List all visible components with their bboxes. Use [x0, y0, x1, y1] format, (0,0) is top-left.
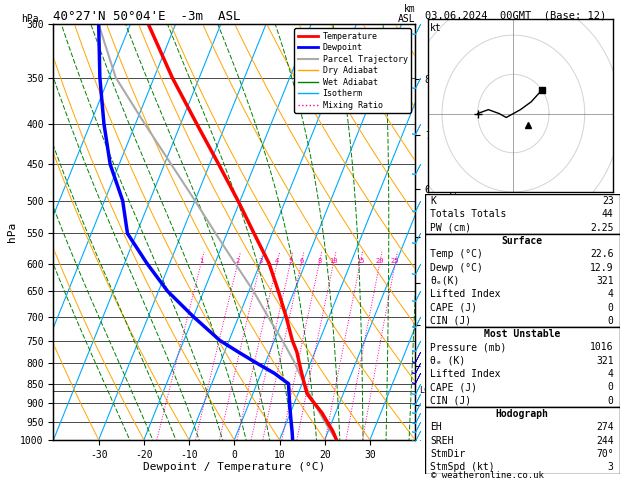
- Text: 5: 5: [288, 258, 292, 263]
- Text: 44: 44: [602, 209, 614, 219]
- Text: 1: 1: [199, 258, 203, 263]
- Text: 12.9: 12.9: [590, 262, 614, 273]
- Text: 2.25: 2.25: [590, 223, 614, 233]
- Bar: [425, 194, 620, 234]
- Text: 22.6: 22.6: [590, 249, 614, 260]
- Text: 40°27'N 50°04'E  -3m  ASL: 40°27'N 50°04'E -3m ASL: [53, 10, 241, 23]
- Text: CAPE (J): CAPE (J): [430, 302, 477, 312]
- Text: 20: 20: [376, 258, 384, 263]
- Text: 3: 3: [259, 258, 262, 263]
- Text: StmDir: StmDir: [430, 449, 465, 459]
- Text: Lifted Index: Lifted Index: [430, 289, 501, 299]
- Text: 15: 15: [356, 258, 364, 263]
- Text: EH: EH: [430, 422, 442, 432]
- Text: 23: 23: [602, 196, 614, 206]
- Bar: [425, 234, 620, 328]
- Text: 4: 4: [608, 289, 614, 299]
- Text: 321: 321: [596, 356, 614, 366]
- Text: kt: kt: [430, 23, 442, 34]
- Text: 8: 8: [317, 258, 321, 263]
- Text: Surface: Surface: [501, 236, 543, 246]
- Text: StmSpd (kt): StmSpd (kt): [430, 462, 495, 472]
- Text: 3: 3: [608, 462, 614, 472]
- Text: LCL: LCL: [420, 386, 434, 396]
- Text: 244: 244: [596, 435, 614, 446]
- X-axis label: Dewpoint / Temperature (°C): Dewpoint / Temperature (°C): [143, 462, 325, 472]
- Text: Pressure (mb): Pressure (mb): [430, 343, 507, 352]
- Text: PW (cm): PW (cm): [430, 223, 472, 233]
- Y-axis label: Mixing Ratio (g/kg): Mixing Ratio (g/kg): [447, 176, 457, 288]
- Text: 0: 0: [608, 316, 614, 326]
- Text: K: K: [430, 196, 437, 206]
- Text: Hodograph: Hodograph: [496, 409, 548, 419]
- Text: CIN (J): CIN (J): [430, 316, 472, 326]
- Text: Dewp (°C): Dewp (°C): [430, 262, 483, 273]
- Y-axis label: hPa: hPa: [8, 222, 18, 242]
- Text: 10: 10: [330, 258, 338, 263]
- Text: © weatheronline.co.uk: © weatheronline.co.uk: [431, 471, 543, 480]
- Text: θₑ (K): θₑ (K): [430, 356, 465, 366]
- Text: 1016: 1016: [590, 343, 614, 352]
- Text: CAPE (J): CAPE (J): [430, 382, 477, 392]
- Text: Temp (°C): Temp (°C): [430, 249, 483, 260]
- Legend: Temperature, Dewpoint, Parcel Trajectory, Dry Adiabat, Wet Adiabat, Isotherm, Mi: Temperature, Dewpoint, Parcel Trajectory…: [294, 29, 411, 113]
- Text: km
ASL: km ASL: [398, 4, 415, 24]
- Text: 6: 6: [299, 258, 304, 263]
- Text: 4: 4: [608, 369, 614, 379]
- Bar: [425, 328, 620, 407]
- Text: 0: 0: [608, 302, 614, 312]
- Text: 321: 321: [596, 276, 614, 286]
- Text: 274: 274: [596, 422, 614, 432]
- Text: CIN (J): CIN (J): [430, 396, 472, 406]
- Bar: [425, 407, 620, 474]
- Text: 70°: 70°: [596, 449, 614, 459]
- Text: Lifted Index: Lifted Index: [430, 369, 501, 379]
- Text: 25: 25: [391, 258, 399, 263]
- Text: 4: 4: [275, 258, 279, 263]
- Text: 0: 0: [608, 382, 614, 392]
- Text: hPa: hPa: [21, 14, 38, 24]
- Text: 2: 2: [236, 258, 240, 263]
- Text: 0: 0: [608, 396, 614, 406]
- Text: θₑ(K): θₑ(K): [430, 276, 460, 286]
- Text: Totals Totals: Totals Totals: [430, 209, 507, 219]
- Text: 03.06.2024  00GMT  (Base: 12): 03.06.2024 00GMT (Base: 12): [425, 11, 606, 21]
- Text: Most Unstable: Most Unstable: [484, 329, 560, 339]
- Text: SREH: SREH: [430, 435, 454, 446]
